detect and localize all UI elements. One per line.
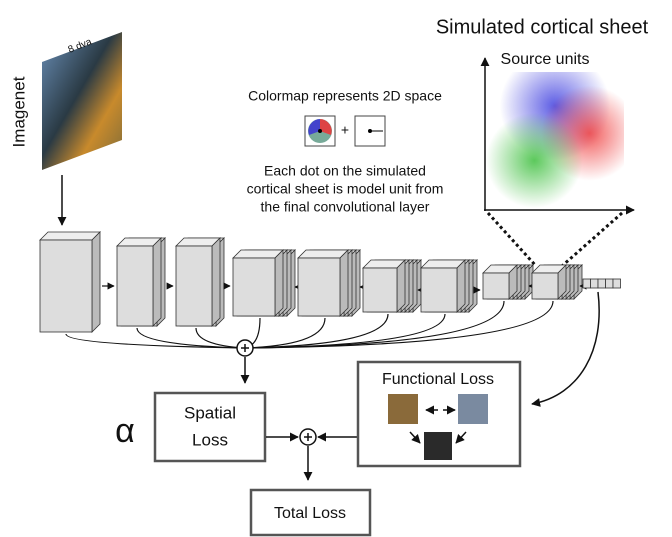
thumb: [424, 432, 452, 460]
total-label: Total Loss: [274, 505, 346, 522]
note-line: Each dot on the simulated: [264, 163, 426, 179]
total-box: [249, 488, 372, 537]
spatial-label: Loss: [192, 430, 228, 449]
output-unit: [597, 278, 606, 289]
spatial-label: Spatial: [184, 403, 236, 422]
network: [39, 231, 621, 349]
arrow: [531, 291, 600, 407]
output-unit: [582, 278, 591, 289]
layer: [274, 249, 284, 317]
layer: [116, 245, 154, 327]
skip-curve: [65, 333, 246, 349]
layer: [211, 237, 221, 327]
note-line: cortical sheet is model unit from: [247, 181, 444, 197]
layer: [297, 249, 349, 259]
output-unit: [612, 278, 621, 289]
functional-label: Functional Loss: [382, 371, 494, 388]
layer: [362, 267, 398, 313]
title: Simulated cortical sheet: [436, 16, 649, 38]
layer: [297, 257, 341, 317]
layer: [420, 267, 458, 313]
zoom-line: [486, 211, 538, 268]
note-line: the final convolutional layer: [261, 199, 430, 215]
layer: [482, 272, 510, 300]
functional-box: [356, 360, 522, 468]
layer: [39, 239, 93, 333]
alpha: α: [115, 412, 135, 450]
output-unit: [605, 278, 614, 289]
layer: [232, 257, 276, 317]
colormap-caption: Colormap represents 2D space: [248, 88, 442, 104]
layer: [232, 249, 284, 259]
thumb: [388, 394, 418, 424]
spatial-box: [153, 391, 267, 463]
layer: [152, 237, 162, 327]
skip-curve: [136, 327, 246, 349]
thumb: [458, 394, 488, 424]
skip-curve: [244, 300, 554, 349]
zoom-line: [561, 211, 623, 268]
layer: [175, 245, 213, 327]
skip-curve: [244, 317, 326, 349]
layer: [91, 231, 101, 333]
layer: [396, 259, 406, 313]
layer: [531, 272, 559, 300]
layer: [39, 231, 101, 241]
plus: +: [341, 122, 349, 138]
skip-curve: [244, 313, 446, 349]
input-image: [42, 32, 122, 170]
layer: [339, 249, 349, 317]
layer: [456, 259, 466, 313]
output-unit: [590, 278, 599, 289]
sheet: [486, 72, 624, 208]
sheet-label: Source units: [501, 51, 590, 68]
input-label: Imagenet: [9, 76, 28, 147]
